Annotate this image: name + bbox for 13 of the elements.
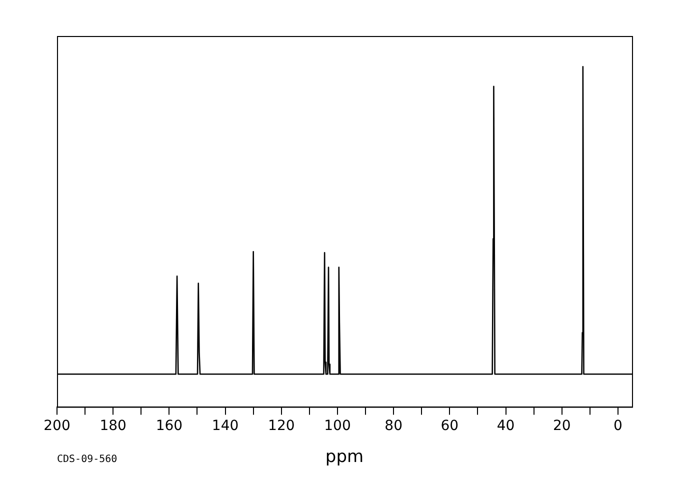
x-tick-label: 100 bbox=[324, 418, 351, 434]
text: CDS-09-560 bbox=[57, 454, 118, 465]
x-tick-label: 20 bbox=[552, 418, 571, 434]
x-axis-title: ppm bbox=[325, 447, 364, 468]
x-tick-label: 60 bbox=[440, 418, 459, 434]
x-tick-label: 160 bbox=[156, 418, 183, 434]
x-tick-label: 140 bbox=[212, 418, 239, 434]
x-tick-label: 0 bbox=[614, 418, 622, 434]
x-tick-label: 40 bbox=[496, 418, 515, 434]
x-tick-label: 180 bbox=[100, 418, 126, 434]
x-tick-label: 120 bbox=[268, 418, 295, 434]
x-tick-label: 80 bbox=[384, 418, 402, 434]
x-tick-label: 200 bbox=[44, 418, 70, 434]
